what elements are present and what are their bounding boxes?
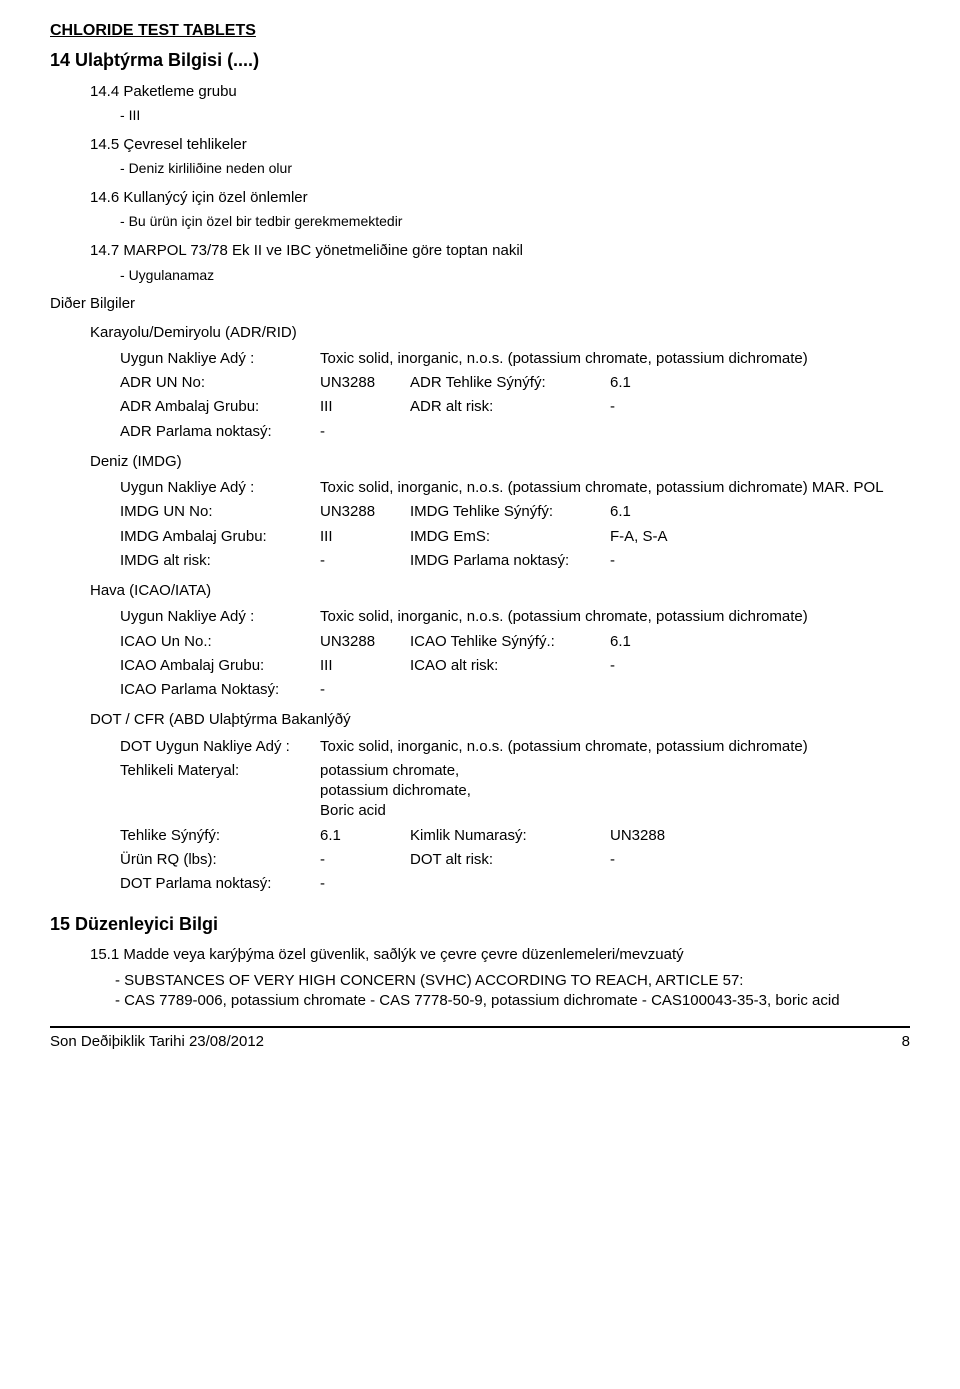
- road-class-label: ADR Tehlike Sýnýfý:: [410, 371, 610, 395]
- dot-flash-label: DOT Parlama noktasý:: [120, 872, 320, 896]
- air-class-label: ICAO Tehlike Sýnýfý.:: [410, 630, 610, 654]
- section-15-heading: 15 Düzenleyici Bilgi: [50, 912, 910, 936]
- sea-pack-value: III: [320, 525, 410, 549]
- air-heading: Hava (ICAO/IATA): [90, 581, 910, 601]
- sea-name-label: Uygun Nakliye Adý :: [120, 476, 320, 500]
- road-flash-value: -: [320, 420, 410, 444]
- sea-un-value: UN3288: [320, 500, 410, 524]
- dot-id-value: UN3288: [610, 824, 910, 848]
- air-pack-label: ICAO Ambalaj Grubu:: [120, 654, 320, 678]
- air-name-label: Uygun Nakliye Adý :: [120, 605, 320, 629]
- subsection-15-1-item1: SUBSTANCES OF VERY HIGH CONCERN (SVHC) A…: [115, 971, 910, 991]
- air-pack-value: III: [320, 654, 410, 678]
- road-pack-value: III: [320, 395, 410, 419]
- air-class-value: 6.1: [610, 630, 910, 654]
- sea-flash-value: -: [610, 549, 910, 573]
- dot-id-label: Kimlik Numarasý:: [410, 824, 610, 848]
- page-footer: Son Deðiþiklik Tarihi 23/08/2012 8: [50, 1026, 910, 1052]
- dot-class-value: 6.1: [320, 824, 410, 848]
- air-name-value: Toxic solid, inorganic, n.o.s. (potassiu…: [320, 605, 910, 629]
- sea-class-value: 6.1: [610, 500, 910, 524]
- sea-alt-label: IMDG alt risk:: [120, 549, 320, 573]
- footer-date: Son Deðiþiklik Tarihi 23/08/2012: [50, 1032, 264, 1052]
- road-table: Uygun Nakliye Adý : Toxic solid, inorgan…: [120, 347, 910, 444]
- road-alt-value: -: [610, 395, 910, 419]
- air-flash-value: -: [320, 678, 410, 702]
- dot-rq-label: Ürün RQ (lbs):: [120, 848, 320, 872]
- sea-un-label: IMDG UN No:: [120, 500, 320, 524]
- dot-name-label: DOT Uygun Nakliye Adý :: [120, 735, 320, 759]
- other-info-heading: Diðer Bilgiler: [50, 294, 910, 314]
- sea-flash-label: IMDG Parlama noktasý:: [410, 549, 610, 573]
- sea-name-value: Toxic solid, inorganic, n.o.s. (potassiu…: [320, 476, 910, 500]
- road-flash-label: ADR Parlama noktasý:: [120, 420, 320, 444]
- dot-class-label: Tehlike Sýnýfý:: [120, 824, 320, 848]
- road-un-value: UN3288: [320, 371, 410, 395]
- road-class-value: 6.1: [610, 371, 910, 395]
- subsection-14-7-title: 14.7 MARPOL 73/78 Ek II ve IBC yönetmeli…: [90, 241, 910, 261]
- air-un-value: UN3288: [320, 630, 410, 654]
- dot-flash-value: -: [320, 872, 410, 896]
- sea-ems-label: IMDG EmS:: [410, 525, 610, 549]
- dot-mat-label: Tehlikeli Materyal:: [120, 759, 320, 824]
- subsection-15-1-title: 15.1 Madde veya karýþýma özel güvenlik, …: [90, 945, 910, 965]
- air-alt-label: ICAO alt risk:: [410, 654, 610, 678]
- sea-ems-value: F-A, S-A: [610, 525, 910, 549]
- air-table: Uygun Nakliye Adý : Toxic solid, inorgan…: [120, 605, 910, 702]
- subsection-14-5-item: Deniz kirliliðine neden olur: [120, 159, 910, 178]
- dot-rq-value: -: [320, 848, 410, 872]
- dot-heading: DOT / CFR (ABD Ulaþtýrma Bakanlýðý: [90, 710, 910, 730]
- sea-class-label: IMDG Tehlike Sýnýfý:: [410, 500, 610, 524]
- air-flash-label: ICAO Parlama Noktasý:: [120, 678, 320, 702]
- document-title: CHLORIDE TEST TABLETS: [50, 20, 910, 42]
- subsection-14-4-title: 14.4 Paketleme grubu: [90, 82, 910, 102]
- subsection-14-4-item: III: [120, 106, 910, 125]
- road-name-label: Uygun Nakliye Adý :: [120, 347, 320, 371]
- air-alt-value: -: [610, 654, 910, 678]
- dot-table: DOT Uygun Nakliye Adý : Toxic solid, ino…: [120, 735, 910, 897]
- road-alt-label: ADR alt risk:: [410, 395, 610, 419]
- footer-page-number: 8: [902, 1032, 910, 1052]
- dot-mat-value: potassium chromate, potassium dichromate…: [320, 759, 910, 824]
- road-heading: Karayolu/Demiryolu (ADR/RID): [90, 323, 910, 343]
- section-14-heading: 14 Ulaþtýrma Bilgisi (....): [50, 48, 910, 72]
- subsection-15-1-item2: CAS 7789-006, potassium chromate - CAS 7…: [115, 991, 910, 1011]
- dot-alt-label: DOT alt risk:: [410, 848, 610, 872]
- road-name-value: Toxic solid, inorganic, n.o.s. (potassiu…: [320, 347, 910, 371]
- subsection-14-7-item: Uygulanamaz: [120, 266, 910, 285]
- sea-heading: Deniz (IMDG): [90, 452, 910, 472]
- dot-name-value: Toxic solid, inorganic, n.o.s. (potassiu…: [320, 735, 910, 759]
- air-un-label: ICAO Un No.:: [120, 630, 320, 654]
- subsection-14-5-title: 14.5 Çevresel tehlikeler: [90, 135, 910, 155]
- sea-alt-value: -: [320, 549, 410, 573]
- subsection-14-6-item: Bu ürün için özel bir tedbir gerekmemekt…: [120, 212, 910, 231]
- sea-table: Uygun Nakliye Adý : Toxic solid, inorgan…: [120, 476, 910, 573]
- sea-pack-label: IMDG Ambalaj Grubu:: [120, 525, 320, 549]
- road-pack-label: ADR Ambalaj Grubu:: [120, 395, 320, 419]
- dot-alt-value: -: [610, 848, 910, 872]
- subsection-14-6-title: 14.6 Kullanýcý için özel önlemler: [90, 188, 910, 208]
- road-un-label: ADR UN No:: [120, 371, 320, 395]
